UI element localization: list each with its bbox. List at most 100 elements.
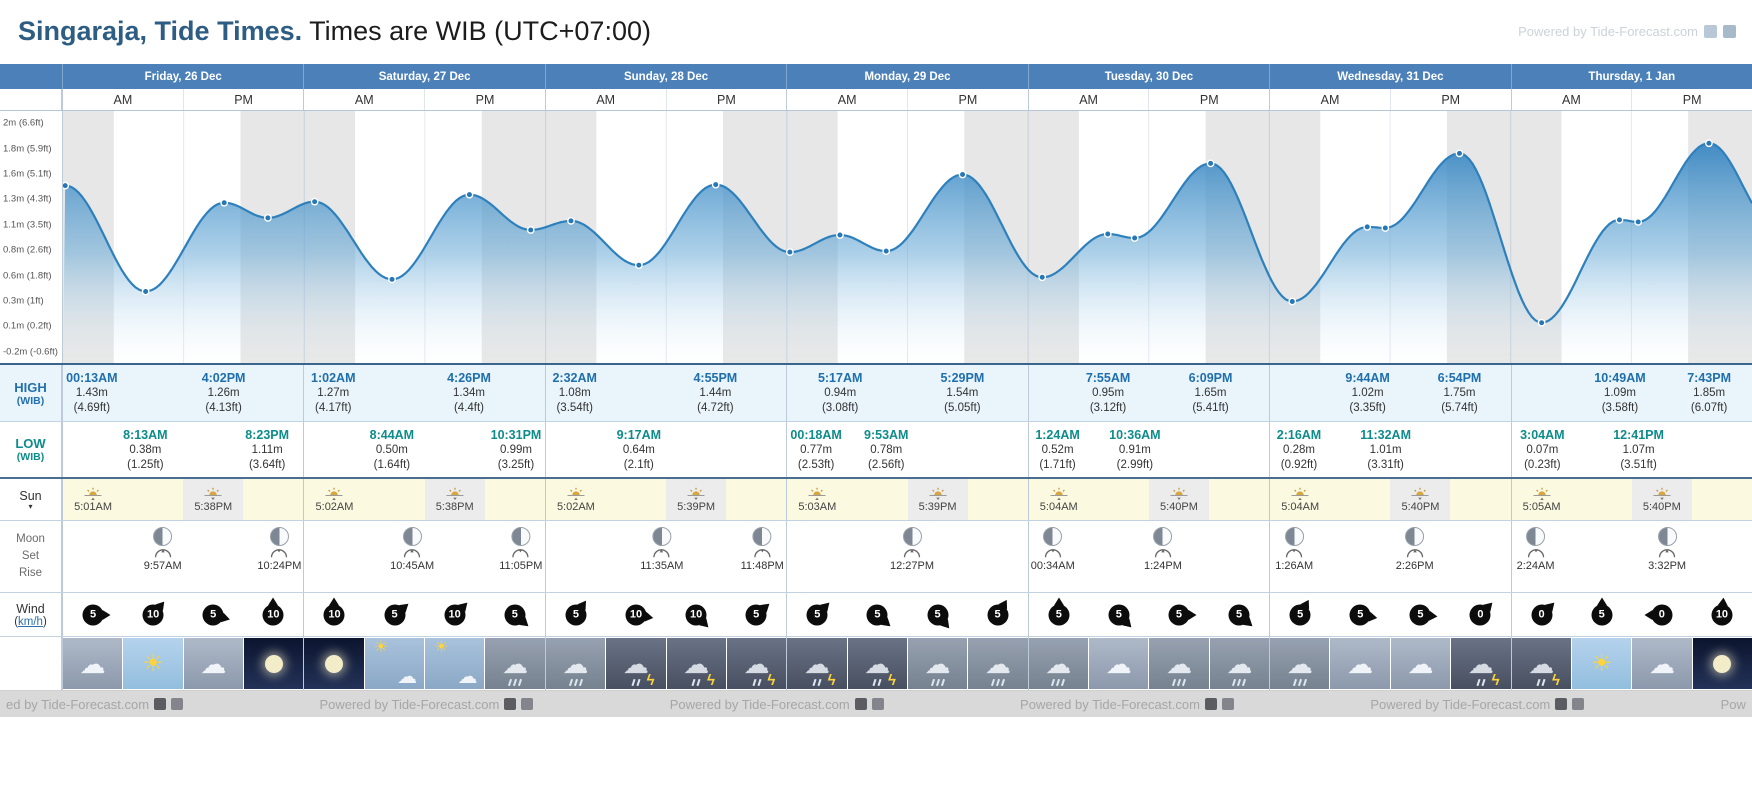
sun-expand-caret-icon[interactable]: ▾ <box>28 501 33 511</box>
footer-watermark-link[interactable]: Powered by Tide-Forecast.com <box>319 696 500 712</box>
footer-watermark-link[interactable]: Pow <box>1720 696 1746 712</box>
sunrise-icon <box>1291 487 1309 500</box>
high-tide-entry: 4:26PM 1.34m (4.4ft) <box>447 370 491 416</box>
day-header-6: Wednesday, 31 Dec <box>1269 64 1510 89</box>
weather-icon-rain: ☁ <box>1209 638 1270 689</box>
tide-height-ft: (3.64ft) <box>248 459 286 472</box>
wind-speed-value: 0 <box>1531 604 1553 625</box>
wind-day-cell: 5 10 10 5 <box>544 593 786 636</box>
sunrise-icon <box>325 487 343 500</box>
tide-chart-plot <box>62 111 1752 363</box>
tide-day-cell: 1:02AM 1.27m (4.17ft) 4:26PM 1.34m (4.4ft) <box>303 365 544 421</box>
high-tide-entry: 6:54PM 1.75m (5.74ft) <box>1438 370 1482 416</box>
tide-time: 8:44AM <box>369 428 415 442</box>
tide-day-cell: 8:13AM 0.38m (1.25ft) 8:23PM 1.11m (3.64ft) <box>62 422 303 477</box>
sunset-icon <box>1653 487 1671 500</box>
weather-day-cell: ☁ ϟ ☁ ϟ ☁ ☁ <box>786 637 1028 690</box>
sun-day-cell: 5:01AM 5:38PM <box>62 479 303 520</box>
social-icon[interactable] <box>521 698 534 710</box>
moon-rise-icon <box>653 549 670 558</box>
wind-row-label: Wind (km/h) <box>0 593 62 636</box>
moon-phase-icon <box>1043 527 1063 546</box>
sunrise-icon <box>567 487 585 500</box>
footer-watermark-link[interactable]: Powered by Tide-Forecast.com <box>1370 696 1551 712</box>
social-icon[interactable] <box>154 698 167 710</box>
ampm-cell: AM PM <box>62 89 303 110</box>
am-label: AM <box>113 92 133 107</box>
wind-speed-value: 5 <box>927 604 949 625</box>
footer-watermark-link[interactable]: ed by Tide-Forecast.com <box>6 696 150 712</box>
y-axis-label: 1.8m (5.9ft) <box>3 143 52 155</box>
tide-day-cell: 5:17AM 0.94m (3.08ft) 5:29PM 1.54m (5.05ft) <box>786 365 1027 421</box>
sunset-icon <box>204 487 222 500</box>
social-icon[interactable] <box>504 698 517 710</box>
sunset-time: 5:39PM <box>677 500 716 513</box>
wind-badge: 5 <box>197 599 232 631</box>
social-icon[interactable] <box>1723 25 1736 38</box>
moon-set-time: 00:34AM <box>1030 560 1075 572</box>
weather-icon-storm: ☁ ϟ <box>847 638 907 689</box>
moon-day-cell: 2:24AM 3:32PM <box>1510 521 1752 592</box>
am-label: AM <box>354 92 374 107</box>
low-tide-entry: 1:24AM 0.52m (1.71ft) <box>1035 427 1079 473</box>
moon-row-label: Moon Set Rise <box>0 521 62 592</box>
moon-event: 10:24PM <box>257 527 301 572</box>
tide-day-cell: 8:44AM 0.50m (1.64ft) 10:31PM 0.99m (3.25ft) <box>303 422 544 477</box>
social-icon[interactable] <box>1221 698 1234 710</box>
tide-height-m: 1.54m <box>946 387 979 400</box>
day-header-3: Sunday, 28 Dec <box>544 64 786 89</box>
sunrise-cell: 5:04AM <box>1029 479 1089 520</box>
social-icon[interactable] <box>171 698 184 710</box>
sunset-icon <box>687 487 705 500</box>
sun-day-cell: 5:04AM 5:40PM <box>1027 479 1269 520</box>
weather-icon-cloud: ☁ <box>183 638 244 689</box>
weather-icon-cloud: ☁ <box>63 638 123 689</box>
sunrise-time: 5:04AM <box>1281 500 1320 513</box>
sunset-icon <box>1411 487 1429 500</box>
footer-watermark-link[interactable]: Powered by Tide-Forecast.com <box>1020 696 1200 712</box>
wind-speed-value: 10 <box>323 604 345 625</box>
moon-set-icon <box>271 549 288 558</box>
sunrise-icon <box>808 487 826 500</box>
wind-unit-link[interactable]: km/h <box>18 615 43 628</box>
weather-icon-storm: ☁ ϟ <box>1511 638 1571 689</box>
tide-time: 11:32AM <box>1360 428 1412 442</box>
weather-icon-storm: ☁ ϟ <box>726 638 787 689</box>
social-icon[interactable] <box>1204 698 1217 710</box>
social-icon[interactable] <box>1572 698 1585 710</box>
tide-height-ft: (6.07ft) <box>1690 402 1728 415</box>
tide-time: 2:32AM <box>552 371 597 385</box>
social-icon[interactable] <box>871 698 884 710</box>
top-watermark-link[interactable]: Powered by Tide-Forecast.com <box>1518 24 1698 39</box>
high-tide-entry: 4:02PM 1.26m (4.13ft) <box>202 370 246 416</box>
tide-time: 9:17AM <box>616 428 662 442</box>
tide-height-m: 0.52m <box>1041 444 1074 457</box>
sunrise-cell: 5:01AM <box>63 479 123 520</box>
footer-watermark: Powered by Tide-Forecast.com <box>1020 697 1234 712</box>
weather-day-cell: ☁ ϟ ☀ ☁ <box>1510 637 1752 690</box>
social-icon[interactable] <box>854 698 867 710</box>
tide-height-ft: (2.53ft) <box>797 459 835 472</box>
tide-day-cell: 2:32AM 1.08m (3.54ft) 4:55PM 1.44m (4.72ft) <box>544 365 786 421</box>
wind-badge: 5 <box>77 599 111 631</box>
moon-phase-icon <box>511 527 531 546</box>
footer-watermark-link[interactable]: Powered by Tide-Forecast.com <box>669 696 850 712</box>
tide-height-ft: (0.23ft) <box>1524 459 1561 472</box>
low-tide-row: LOW (WIB) 8:13AM 0.38m (1.25ft) 8:23PM 1.11m… <box>0 422 1752 479</box>
moon-phase-icon <box>402 527 422 546</box>
sun-empty-cell <box>726 479 786 520</box>
tide-height-ft: (3.25ft) <box>497 459 535 472</box>
sunset-icon <box>929 487 947 500</box>
tide-height-ft: (4.17ft) <box>315 402 352 415</box>
tide-height-m: 0.77m <box>800 444 833 457</box>
moon-set-icon <box>1044 549 1061 558</box>
tide-day-cell: 3:04AM 0.07m (0.23ft) 12:41PM 1.07m (3.51ft) <box>1510 422 1752 477</box>
tide-height-ft: (3.31ft) <box>1367 459 1404 472</box>
social-icon[interactable] <box>1555 698 1568 710</box>
moon-event: 10:45AM <box>390 527 434 572</box>
social-icon[interactable] <box>1704 25 1717 38</box>
day-header-2: Saturday, 27 Dec <box>303 64 544 89</box>
wind-speed-value: 5 <box>565 604 587 625</box>
high-row-label: HIGH (WIB) <box>0 365 62 421</box>
wind-badge: 5 <box>379 599 412 631</box>
